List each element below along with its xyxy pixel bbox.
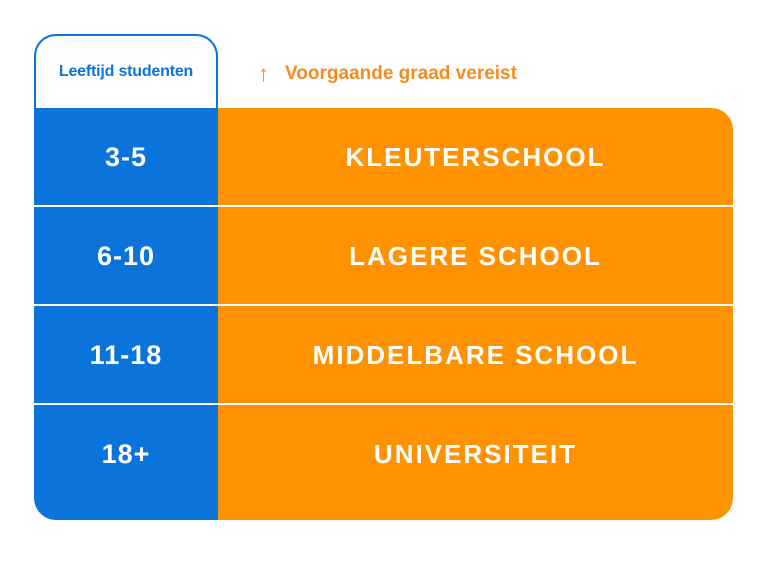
school-level: UNIVERSITEIT (373, 439, 578, 469)
up-arrow-icon: ↑ (258, 61, 269, 86)
level-column (218, 108, 733, 520)
table-row: 3-5 KLEUTERSCHOOL (34, 108, 733, 207)
age-range: 11-18 (89, 340, 163, 370)
table-row: 11-18 MIDDELBARE SCHOOL (34, 306, 733, 405)
age-range: 18+ (101, 439, 151, 469)
school-level: LAGERE SCHOOL (349, 241, 602, 271)
age-column (34, 108, 218, 520)
age-column-header: Leeftijd studenten (34, 34, 218, 108)
education-table: 3-5 KLEUTERSCHOOL 6-10 LAGERE SCHOOL 11-… (34, 108, 733, 520)
row-divider (34, 403, 733, 405)
table-row: 18+ UNIVERSITEIT (34, 405, 733, 504)
legend: ↑ Voorgaande graad vereist (258, 63, 517, 85)
school-level: MIDDELBARE SCHOOL (312, 340, 639, 370)
age-range: 3-5 (104, 142, 148, 172)
row-divider (34, 304, 733, 306)
age-column-title: Leeftijd studenten (58, 63, 194, 80)
age-range: 6-10 (96, 241, 156, 271)
row-divider (34, 205, 733, 207)
table-row: 6-10 LAGERE SCHOOL (34, 207, 733, 306)
legend-text: Voorgaande graad vereist (285, 63, 517, 84)
school-level: KLEUTERSCHOOL (345, 142, 606, 172)
